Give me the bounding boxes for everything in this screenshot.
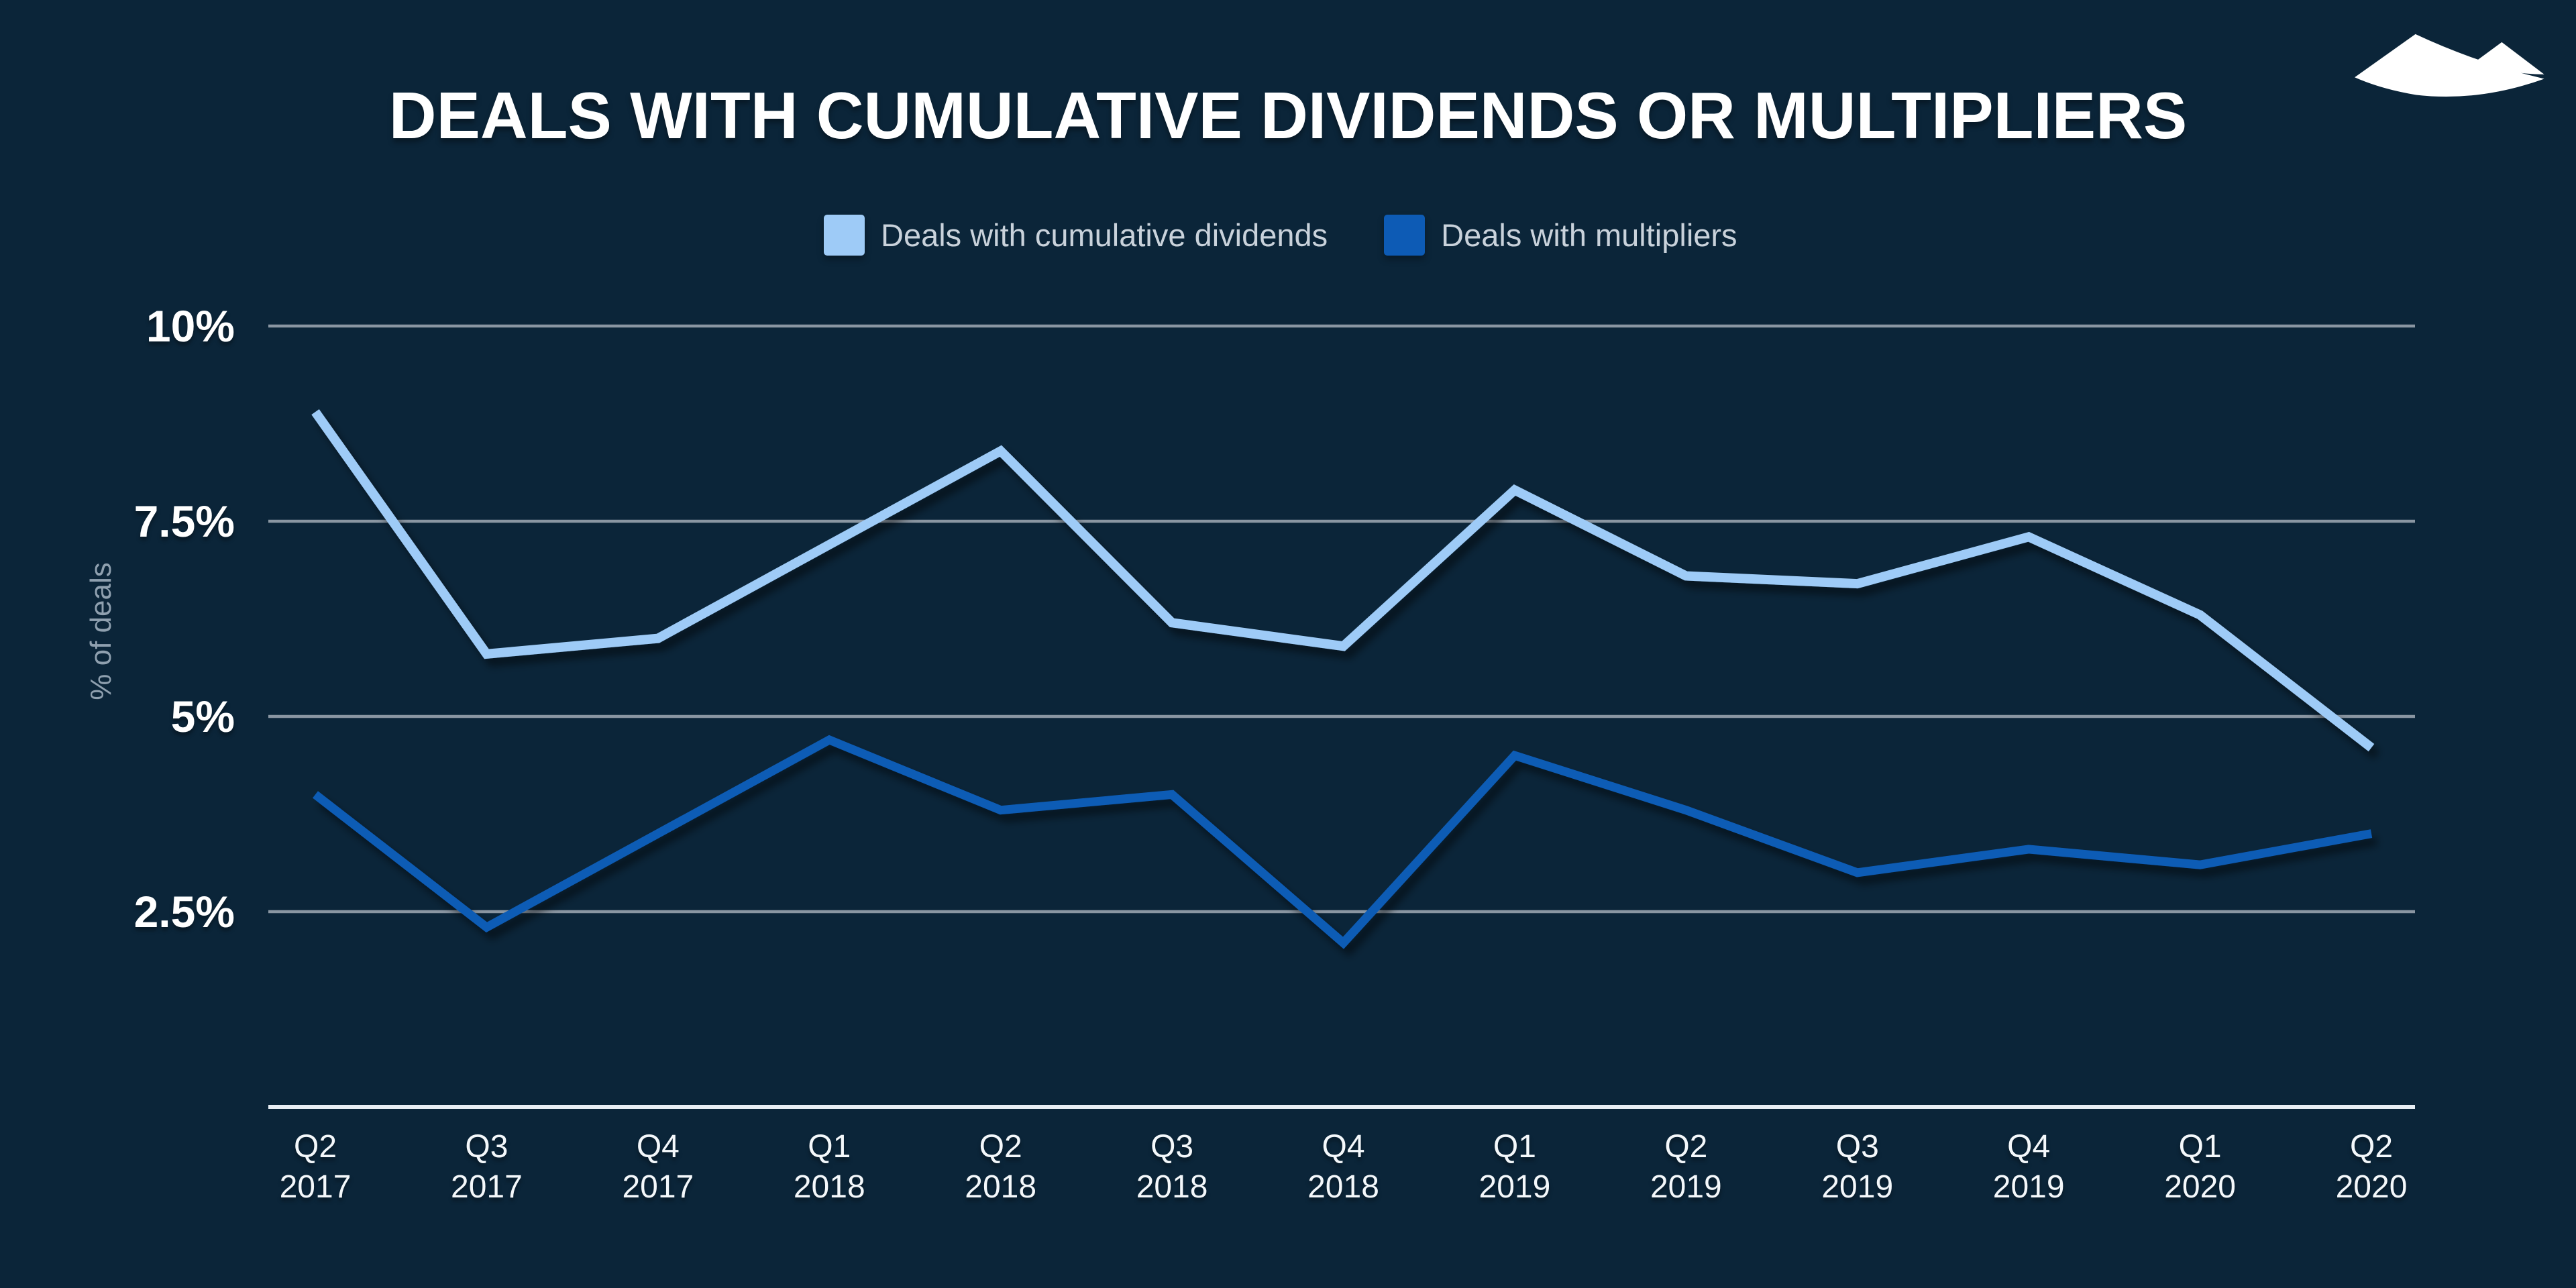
chart-title: DEALS WITH CUMULATIVE DIVIDENDS OR MULTI… — [388, 78, 2188, 152]
x-tick-line: Q1 — [2178, 1129, 2222, 1165]
y-tick-label-2.5%: 2.5% — [133, 887, 235, 936]
series-line-cumulative-dividends — [311, 409, 2375, 752]
x-tick-line: 2018 — [1307, 1169, 1379, 1205]
x-tick-line: 2018 — [965, 1169, 1037, 1205]
x-tick-line: 2018 — [1136, 1169, 1208, 1205]
x-tick-line: Q3 — [465, 1129, 508, 1165]
x-tick-line: 2020 — [2164, 1169, 2236, 1205]
x-tick-label-Q3-2017: Q3 2017 — [399, 1127, 574, 1208]
x-tick-label-Q3-2019: Q3 2019 — [1770, 1127, 1945, 1208]
legend-item-multipliers: Deals with multipliers — [1384, 215, 1737, 256]
x-tick-line: Q4 — [1322, 1129, 1365, 1165]
y-tick-label-7.5%: 7.5% — [133, 496, 235, 546]
x-tick-label-Q4-2019: Q4 2019 — [1941, 1127, 2116, 1208]
x-tick-line: 2017 — [451, 1169, 523, 1205]
x-tick-label-Q2-2019: Q2 2019 — [1599, 1127, 1773, 1208]
x-tick-line: Q1 — [808, 1129, 851, 1165]
x-tick-label-Q2-2020: Q2 2020 — [2284, 1127, 2459, 1208]
x-tick-label-Q4-2017: Q4 2017 — [571, 1127, 745, 1208]
x-tick-line: Q4 — [636, 1129, 680, 1165]
x-tick-line: 2017 — [622, 1169, 694, 1205]
x-tick-line: Q3 — [1835, 1129, 1879, 1165]
x-tick-label-Q3-2018: Q3 2018 — [1085, 1127, 1259, 1208]
company-mountain-logo-icon — [2355, 34, 2544, 97]
x-tick-line: 2019 — [1821, 1169, 1894, 1205]
x-tick-line: Q3 — [1150, 1129, 1194, 1165]
x-tick-line: Q2 — [1664, 1129, 1708, 1165]
legend-swatch-multipliers-icon — [1384, 215, 1426, 256]
x-tick-label-Q1-2019: Q1 2019 — [1428, 1127, 1602, 1208]
series-line-multipliers — [313, 735, 2373, 949]
legend-swatch-cumulative-dividends-icon — [824, 215, 865, 256]
legend-item-cumulative-dividends: Deals with cumulative dividends — [824, 215, 1328, 256]
y-tick-label-10%: 10% — [146, 301, 235, 351]
legend: Deals with cumulative dividends Deals wi… — [824, 215, 1737, 256]
x-tick-line: 2018 — [793, 1169, 865, 1205]
x-tick-line: 2019 — [1992, 1169, 2065, 1205]
x-tick-line: 2019 — [1650, 1169, 1722, 1205]
x-tick-line: 2017 — [279, 1169, 352, 1205]
x-tick-line: Q2 — [293, 1129, 337, 1165]
x-tick-label-Q1-2018: Q1 2018 — [742, 1127, 916, 1208]
legend-label-cumulative-dividends: Deals with cumulative dividends — [881, 217, 1328, 253]
x-tick-label-Q2-2018: Q2 2018 — [914, 1127, 1088, 1208]
x-tick-line: 2020 — [2335, 1169, 2408, 1205]
x-tick-label-Q2-2017: Q2 2017 — [228, 1127, 402, 1208]
y-tick-label-5%: 5% — [170, 692, 235, 741]
legend-label-multipliers: Deals with multipliers — [1441, 217, 1737, 253]
x-tick-line: Q1 — [1493, 1129, 1536, 1165]
x-tick-line: Q2 — [979, 1129, 1022, 1165]
x-tick-line: Q2 — [2349, 1129, 2394, 1165]
x-tick-label-Q1-2020: Q1 2020 — [2113, 1127, 2288, 1208]
x-tick-line: Q4 — [2007, 1129, 2051, 1165]
x-tick-line: 2019 — [1479, 1169, 1551, 1205]
x-tick-label-Q4-2018: Q4 2018 — [1256, 1127, 1431, 1208]
